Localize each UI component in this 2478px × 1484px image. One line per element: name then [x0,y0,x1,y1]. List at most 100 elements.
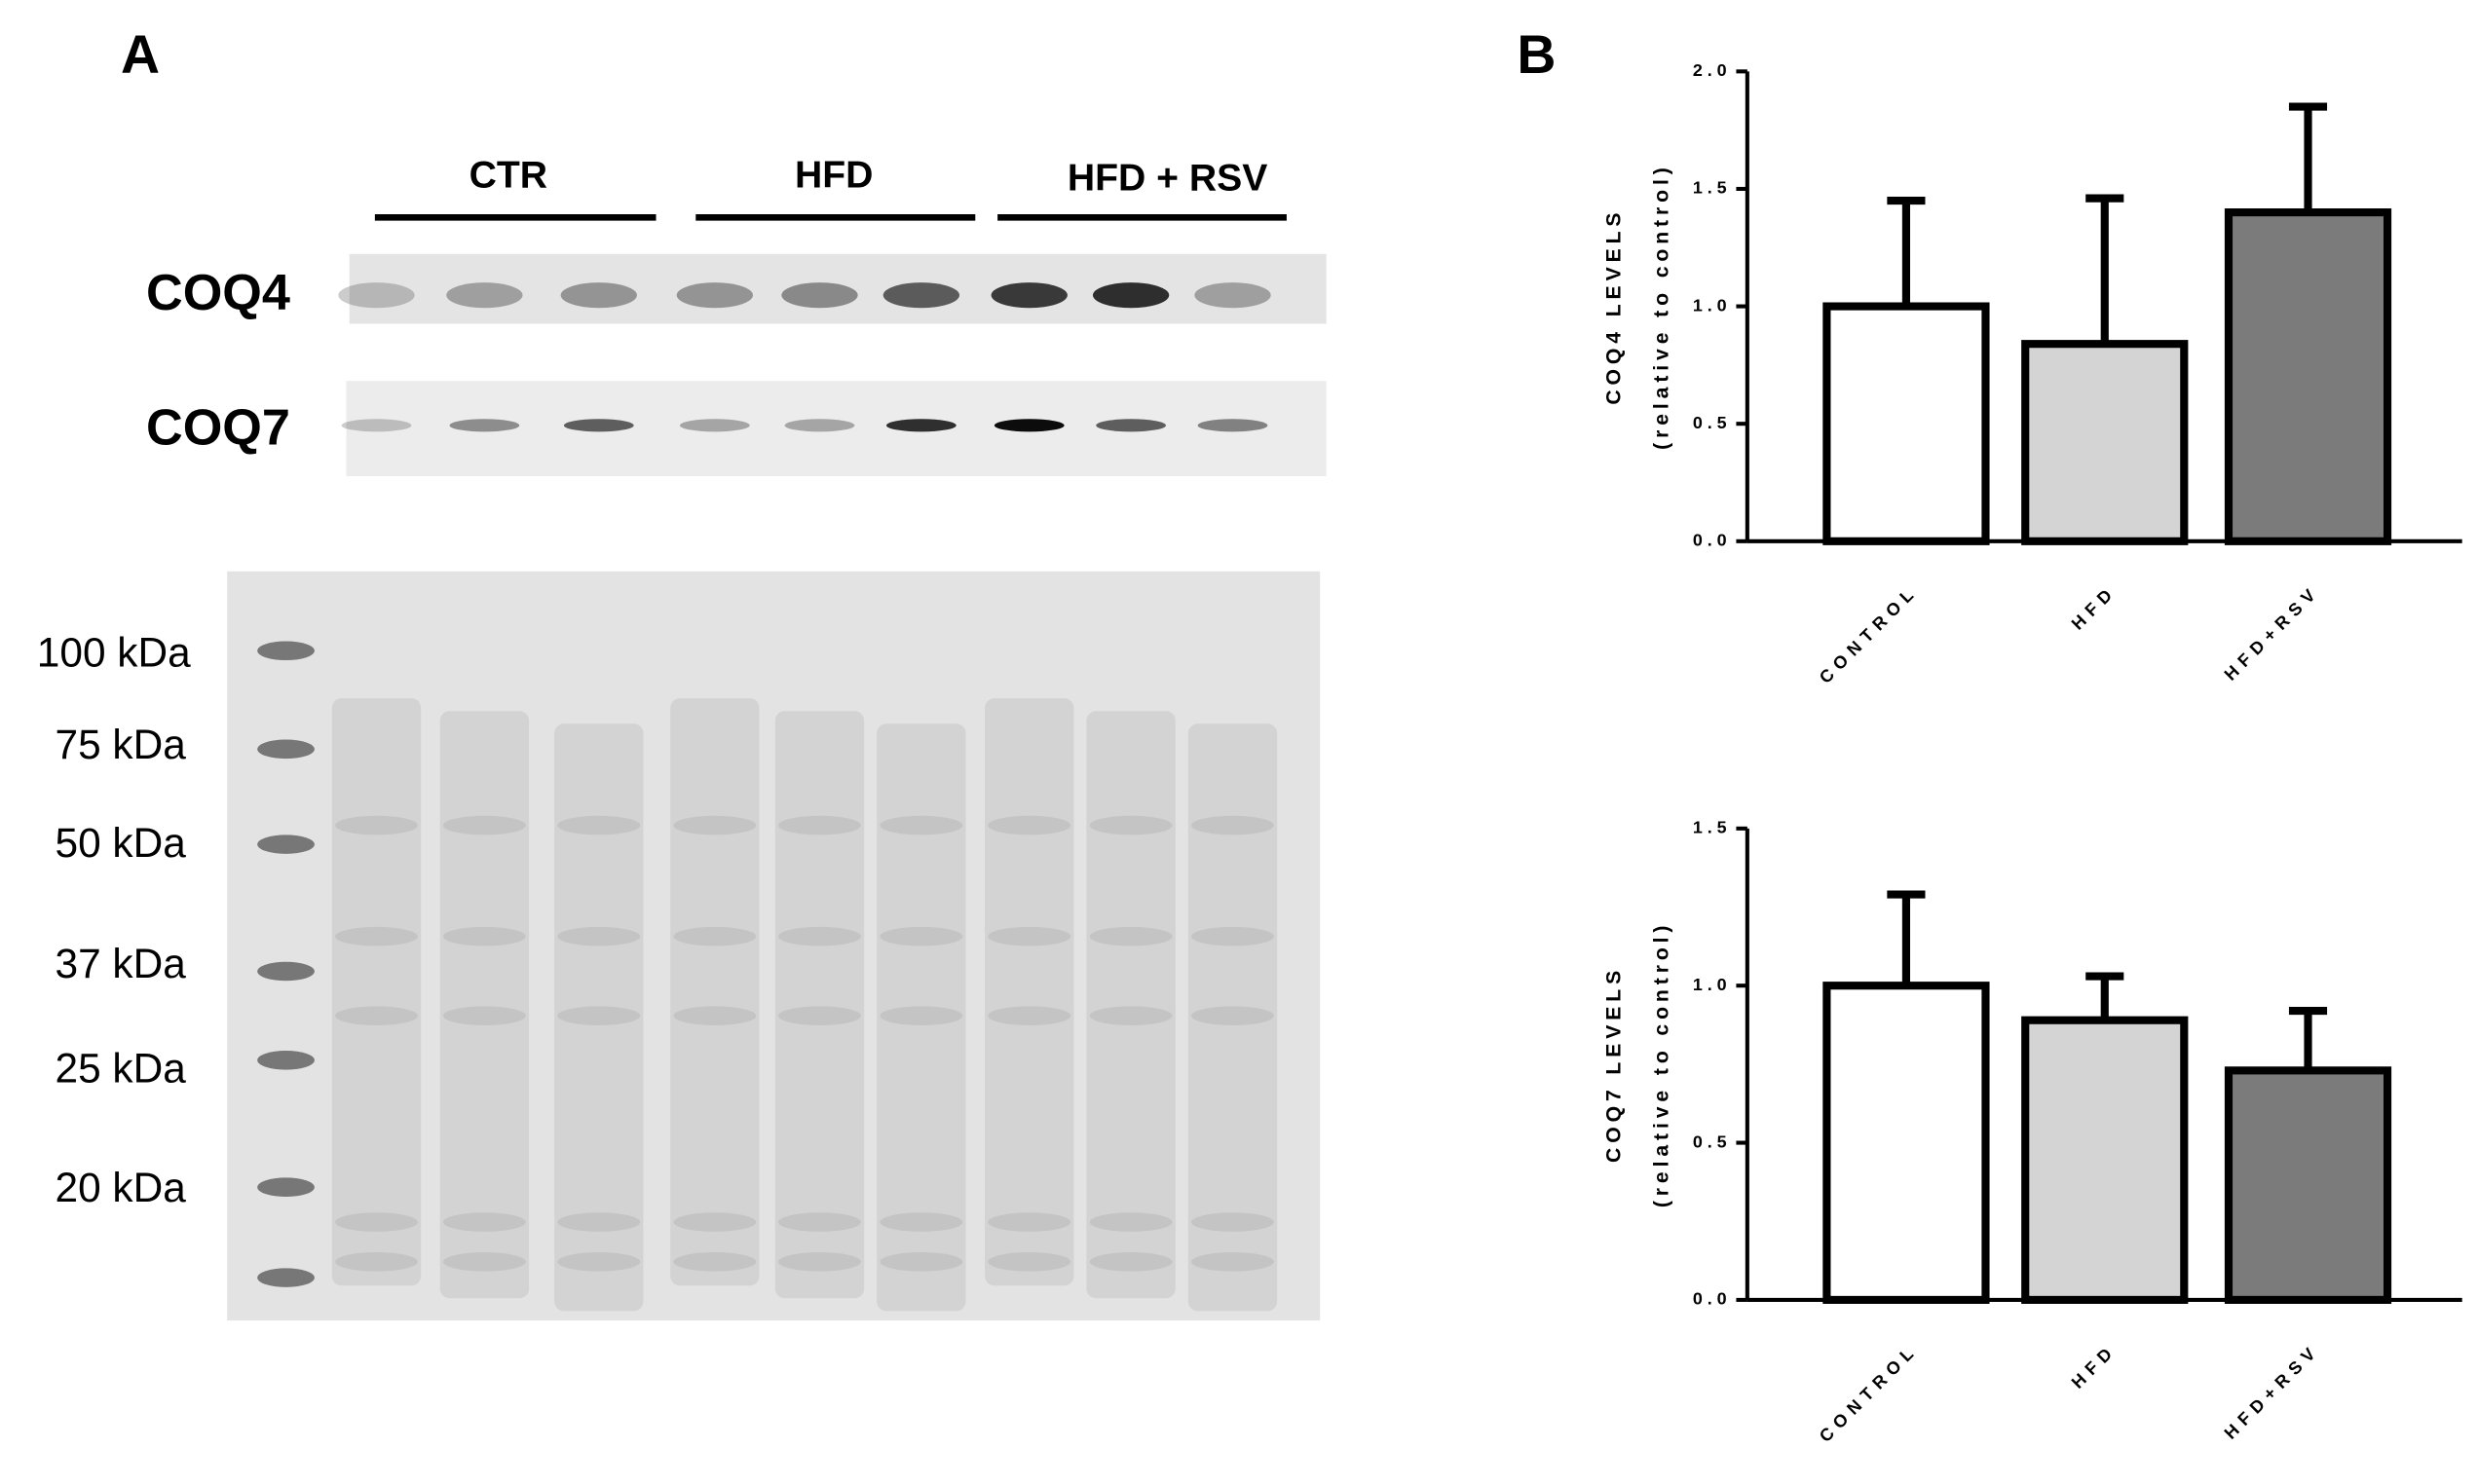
gel-band [557,1006,641,1025]
gel-band [557,926,641,946]
marker-band [257,1268,315,1287]
gel-band [557,1252,641,1272]
group-label: CTR [469,154,547,196]
gel-band [988,1252,1071,1272]
gel-band [673,815,757,835]
gel-band [442,815,526,835]
gel-band [880,1212,963,1232]
y-tick-label: 1.5 [1693,178,1732,198]
gel-band [880,926,963,946]
group-label: HFD [795,154,873,196]
gel-band [442,1212,526,1232]
y-axis-label: (relative to control) [1650,163,1672,450]
marker-band [257,961,315,982]
gel-band [557,815,641,835]
gel-band [1191,926,1274,946]
y-axis-label: (relative to control) [1650,921,1672,1208]
blot-band [341,419,412,432]
blot-band [560,282,637,309]
blot-band [784,419,855,432]
marker-band [257,1177,315,1197]
blot-band [994,419,1065,432]
western-blot: CTR HFD HFD + RSV COQ4 COQ7 100 kDa 75 k… [37,154,1327,1321]
marker-label: 20 kDa [56,1165,187,1210]
gel-band [778,1252,861,1272]
gel-band [988,1212,1071,1232]
gel-band [335,1212,418,1232]
gel-band [442,926,526,946]
bar [2021,340,2189,545]
gel-band [778,926,861,946]
gel-band [442,1252,526,1272]
gel-band [335,926,418,946]
blot-band [1096,419,1166,432]
marker-label: 75 kDa [56,722,187,767]
x-tick-label: CONTROL [1816,581,1922,687]
blot-band [449,419,520,432]
blot-band [781,282,858,309]
gel-band [778,1212,861,1232]
gel-band [335,815,418,835]
gel-band [1191,815,1274,835]
gel-band [1089,815,1173,835]
panel-label: A [121,24,160,85]
gel-lane [670,698,760,1286]
gel-lane [985,698,1074,1286]
marker-label: 50 kDa [56,820,187,866]
blot-band [1194,282,1271,309]
gel-band [1089,1252,1173,1272]
blot-band [338,282,415,309]
gel-band [1191,1006,1274,1025]
blot-band [676,282,753,309]
y-tick-label: 1.5 [1693,818,1732,837]
gel-band [880,1252,963,1272]
gel-band [442,1006,526,1025]
bar [2224,1066,2392,1305]
gel-band [673,1006,757,1025]
blot-band [882,282,959,309]
x-tick-label: HFD+RSV [2221,1340,2324,1443]
y-axis-label: COQ7 LEVELS [1602,966,1625,1163]
panel-label: B [1517,24,1556,85]
gel-band [778,815,861,835]
blot-strip [346,381,1327,476]
gel-lane [774,711,865,1299]
marker-label: 37 kDa [56,941,187,986]
gel-lane [1086,711,1176,1299]
protein-label: COQ4 [146,265,290,321]
bar [1822,302,1990,545]
y-tick-label: 2.0 [1693,60,1732,80]
marker-label: 100 kDa [37,630,191,676]
gel-band [673,1252,757,1272]
x-tick-label: CONTROL [1816,1340,1922,1446]
gel-band [673,1212,757,1232]
marker-label: 25 kDa [56,1046,187,1092]
gel-lane [439,711,530,1299]
gel-lane [331,698,422,1286]
protein-label: COQ7 [146,399,290,456]
gel-band [988,1006,1071,1025]
gel-band [880,1006,963,1025]
gel-band [1089,1006,1173,1025]
gel-band [335,1252,418,1272]
gel-band [557,1212,641,1232]
marker-band [257,835,315,854]
y-tick-label: 0.0 [1693,531,1732,550]
blot-band [885,419,957,432]
bar [1822,982,1990,1305]
marker-band [257,739,315,760]
bar [2021,1016,2189,1305]
gel-band [673,926,757,946]
gel-band [1191,1212,1274,1232]
y-tick-label: 1.0 [1693,295,1732,315]
y-tick-label: 0.0 [1693,1289,1732,1309]
gel-band [778,1006,861,1025]
gel-band [1089,1212,1173,1232]
y-axis-label: COQ4 LEVELS [1602,208,1625,405]
y-tick-label: 1.0 [1693,975,1732,994]
marker-band [257,1051,315,1070]
gel-band [880,815,963,835]
gel-band [1089,926,1173,946]
